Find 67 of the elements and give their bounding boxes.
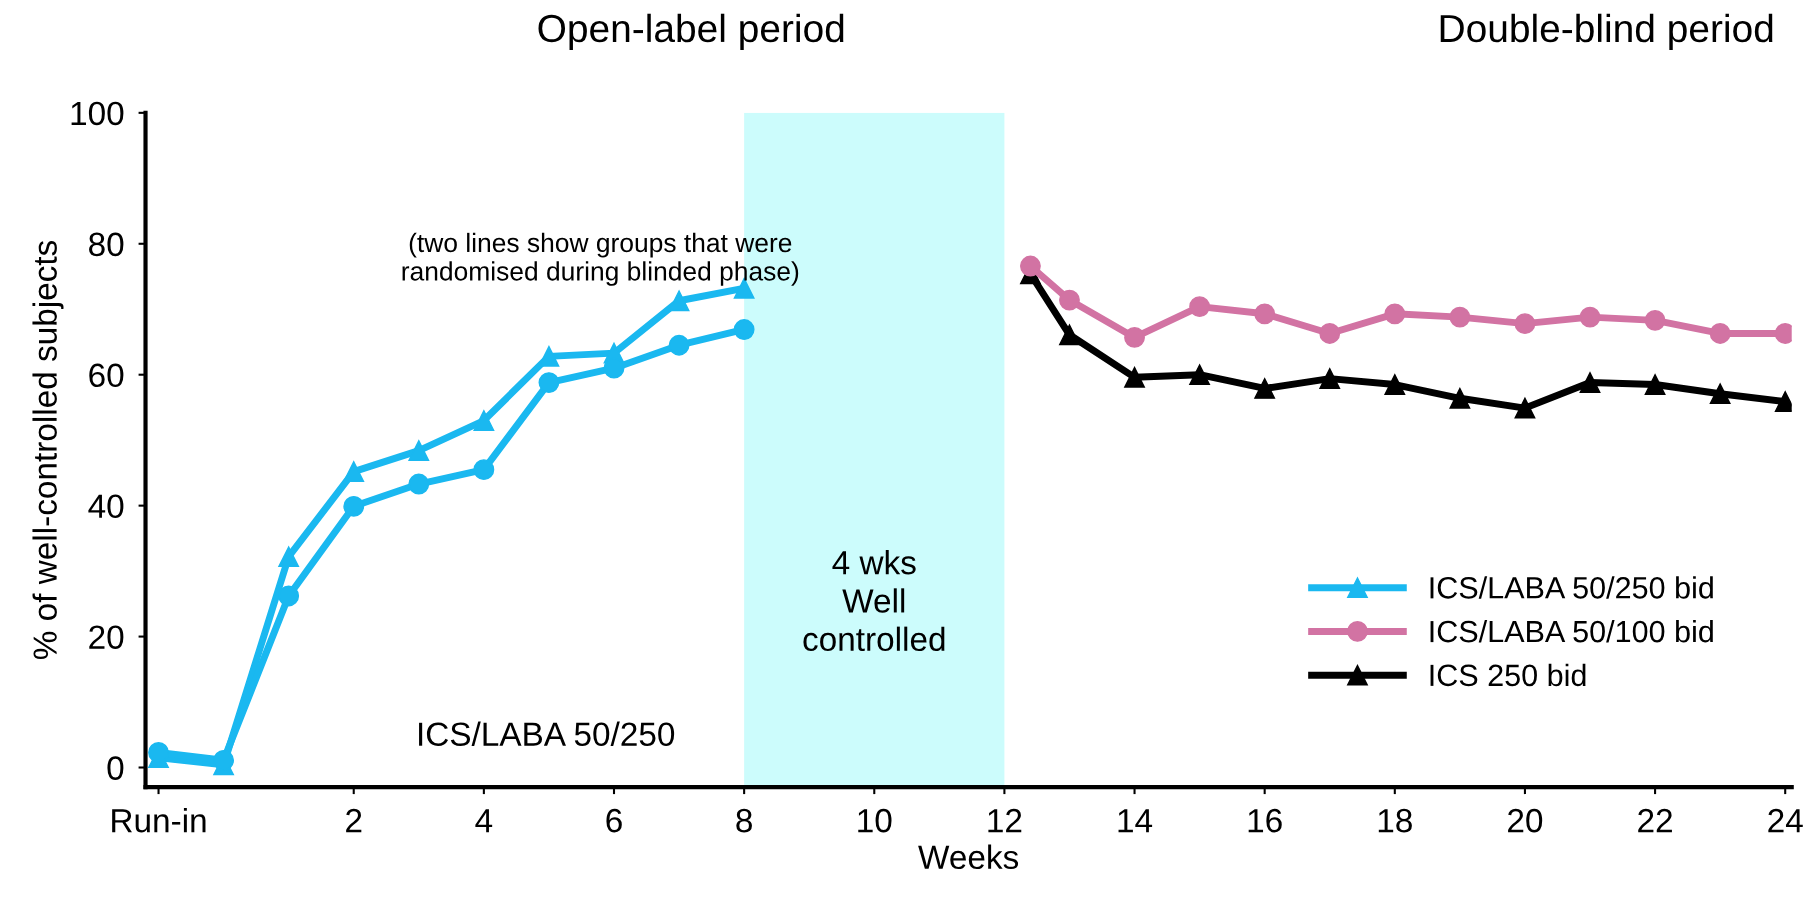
point xyxy=(1644,309,1666,331)
point xyxy=(538,372,560,393)
point xyxy=(1319,323,1341,344)
point xyxy=(1384,303,1406,325)
point xyxy=(1020,255,1041,277)
x-tick-label: 22 xyxy=(1638,808,1672,833)
x-tick-label: 10 xyxy=(858,808,892,833)
y-tick-label: 0 xyxy=(107,756,124,780)
point xyxy=(1124,366,1145,388)
point xyxy=(1254,378,1276,399)
point xyxy=(343,495,365,517)
point xyxy=(1709,323,1731,344)
point xyxy=(1449,387,1471,409)
x-axis-title: Weeks xyxy=(918,844,1019,870)
legend-label: ICS 250 bid xyxy=(1430,663,1586,687)
legend-label: ICS/LABA 50/250 bid xyxy=(1430,576,1713,599)
band-label: 4 wks Well controlled xyxy=(803,549,945,652)
point xyxy=(1514,313,1536,335)
point xyxy=(408,440,430,462)
x-tick-label: 24 xyxy=(1768,808,1803,833)
point xyxy=(1449,306,1471,328)
y-tick-label: 80 xyxy=(89,232,124,257)
point xyxy=(1059,289,1080,311)
y-tick-label: 60 xyxy=(89,363,124,388)
text: Double-blind period xyxy=(1440,13,1773,50)
point xyxy=(473,410,495,431)
point xyxy=(1579,372,1601,393)
x-tick-label: 8 xyxy=(736,808,752,833)
point xyxy=(1124,326,1145,348)
point xyxy=(1059,324,1080,346)
point xyxy=(668,334,690,356)
y-tick-label: 40 xyxy=(88,494,124,519)
point xyxy=(1514,397,1536,419)
legend-label: ICS/LABA 50/100 bid xyxy=(1430,619,1713,643)
point xyxy=(213,749,235,771)
point xyxy=(1254,303,1276,325)
x-tick-label: 14 xyxy=(1118,809,1153,833)
point xyxy=(1189,364,1211,386)
point xyxy=(408,473,430,495)
x-tick-label: 6 xyxy=(606,808,622,833)
point xyxy=(668,290,690,312)
text: Open-label period xyxy=(538,13,844,50)
x-tick-label: 20 xyxy=(1508,808,1543,833)
point xyxy=(278,546,300,568)
point xyxy=(1384,374,1406,395)
point xyxy=(538,345,560,367)
point xyxy=(1644,374,1666,395)
x-tick-label: 16 xyxy=(1248,808,1282,833)
annotation: ICS/LABA 50/250 xyxy=(419,721,675,747)
annotation: (two lines show groups that were randomised during blinded phase) xyxy=(402,232,799,286)
x-tick-label: 4 xyxy=(475,809,493,833)
x-tick-label: 2 xyxy=(346,808,362,833)
point xyxy=(1579,306,1601,328)
point xyxy=(278,585,300,607)
point xyxy=(1189,296,1211,318)
y-tick-label: 100 xyxy=(71,101,124,126)
y-tick-label: 20 xyxy=(89,625,124,649)
point xyxy=(343,461,365,483)
point xyxy=(148,742,169,763)
point xyxy=(1319,368,1341,390)
point xyxy=(733,319,755,340)
x-tick-label: 18 xyxy=(1378,808,1412,833)
x-tick-label: 12 xyxy=(988,808,1022,833)
x-tick-label: Run-in xyxy=(112,807,206,833)
point xyxy=(473,459,495,481)
point xyxy=(1709,383,1731,405)
y-axis-title: % of well-controlled subjects xyxy=(32,240,64,660)
